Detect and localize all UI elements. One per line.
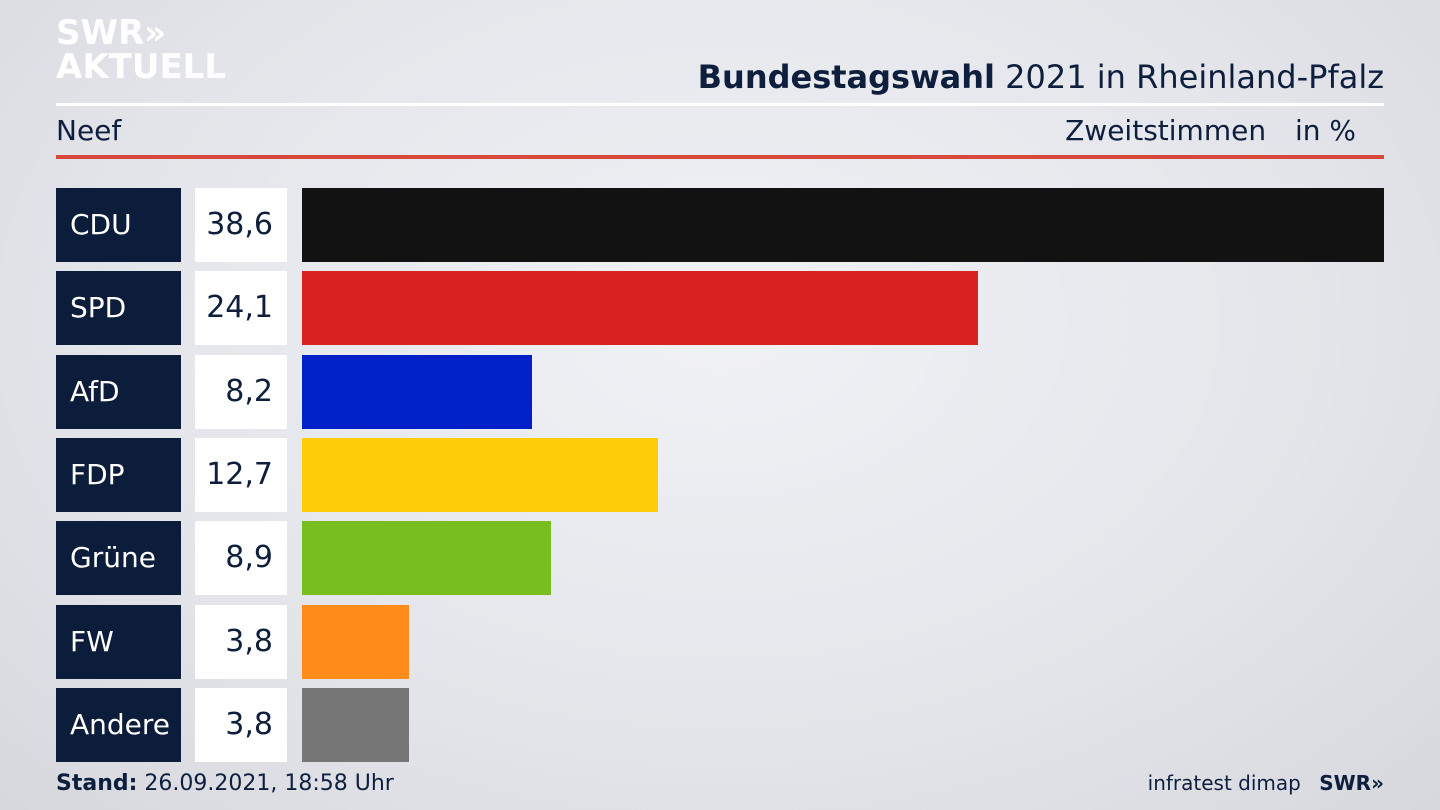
party-value: 12,7 — [195, 438, 287, 512]
party-value: 24,1 — [195, 271, 287, 345]
bar-cdu — [302, 188, 1384, 262]
party-label: FDP — [56, 438, 181, 512]
party-label: CDU — [56, 188, 181, 262]
party-label: AfD — [56, 355, 181, 429]
stand-label: Stand: — [56, 771, 138, 796]
title-bold: Bundestagswahl — [697, 58, 995, 96]
party-label: Grüne — [56, 521, 181, 595]
party-value: 38,6 — [195, 188, 287, 262]
unit-label: in % — [1294, 114, 1356, 147]
source-name: infratest dimap — [1147, 771, 1301, 795]
bar-spd — [302, 271, 978, 345]
bar-fdp — [302, 438, 658, 512]
accent-divider — [56, 155, 1384, 159]
vote-type: Zweitstimmen — [1065, 114, 1267, 147]
party-label: SPD — [56, 271, 181, 345]
header-divider — [56, 103, 1384, 106]
title-rest: 2021 in Rheinland-Pfalz — [1005, 58, 1384, 96]
logo-line-1: SWR» — [56, 13, 167, 53]
stand-value: 26.09.2021, 18:58 Uhr — [144, 771, 394, 796]
party-value: 8,2 — [195, 355, 287, 429]
party-value: 8,9 — [195, 521, 287, 595]
source-credit: infratest dimap SWR» — [1148, 771, 1384, 795]
logo-line-2: AKTUELL — [56, 47, 227, 87]
bar-fw — [302, 605, 409, 679]
party-value: 3,8 — [195, 605, 287, 679]
bar-afd — [302, 355, 532, 429]
region-name: Neef — [56, 114, 122, 147]
bar-grne — [302, 521, 551, 595]
swr-aktuell-logo: SWR» AKTUELL — [56, 16, 226, 84]
party-value: 3,8 — [195, 688, 287, 762]
bar-andere — [302, 688, 409, 762]
chart-title: Bundestagswahl 2021 in Rheinland-Pfalz — [698, 58, 1384, 96]
party-label: FW — [56, 605, 181, 679]
swr-brand-logo: SWR» — [1319, 771, 1384, 795]
vote-type-header: Zweitstimmen in % — [1065, 114, 1356, 147]
party-label: Andere — [56, 688, 181, 762]
timestamp: Stand: 26.09.2021, 18:58 Uhr — [56, 771, 394, 796]
